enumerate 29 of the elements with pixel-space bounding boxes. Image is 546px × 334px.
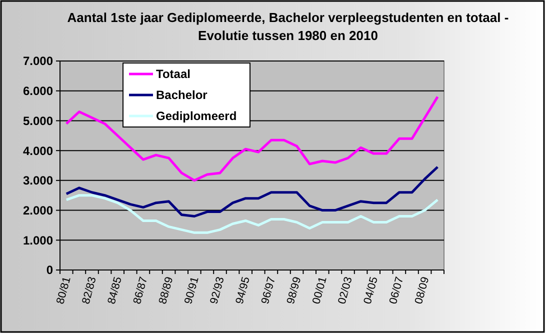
x-tick-label: 82/83 bbox=[80, 276, 99, 306]
legend-label: Bachelor bbox=[156, 88, 208, 102]
x-tick-label: 84/85 bbox=[106, 276, 124, 306]
x-tick-label: 04/05 bbox=[362, 276, 380, 306]
y-tick-label: 3.000 bbox=[22, 174, 54, 188]
x-tick-label: 08/09 bbox=[412, 276, 432, 306]
x-tick-label: 90/91 bbox=[182, 276, 202, 306]
x-tick-label: 94/95 bbox=[234, 276, 252, 306]
line-series bbox=[65, 194, 439, 234]
x-tick-label: 86/87 bbox=[131, 276, 150, 306]
y-tick-label: 4.000 bbox=[22, 144, 54, 158]
x-tick-label: 96/97 bbox=[259, 276, 278, 306]
legend-label: Totaal bbox=[156, 67, 190, 82]
y-tick-label: 0 bbox=[46, 263, 54, 278]
x-tick-label: 88/89 bbox=[156, 276, 176, 306]
y-tick-label: 2.000 bbox=[22, 203, 54, 218]
x-tick-label: 00/01 bbox=[310, 276, 330, 306]
x-tick-label: 92/93 bbox=[208, 276, 227, 306]
x-tick-label: 98/99 bbox=[284, 276, 304, 306]
x-tick-label: 02/03 bbox=[336, 276, 355, 306]
y-tick-label: 1.000 bbox=[22, 233, 54, 248]
y-tick-label: 5.000 bbox=[22, 114, 54, 128]
chart-title: Aantal 1ste jaar Gediplomeerde, Bachelor verpleegstudenten en totaal - Evolutie tussen 1980 en 2010 bbox=[67, 10, 509, 43]
y-tick-label: 6.000 bbox=[22, 84, 54, 98]
x-tick-label: 80/81 bbox=[54, 276, 74, 306]
line-series bbox=[65, 166, 439, 218]
x-tick-label: 06/07 bbox=[387, 276, 406, 306]
legend-label: Gediplomeerd bbox=[156, 109, 237, 124]
y-tick-label: 7.000 bbox=[22, 54, 54, 68]
